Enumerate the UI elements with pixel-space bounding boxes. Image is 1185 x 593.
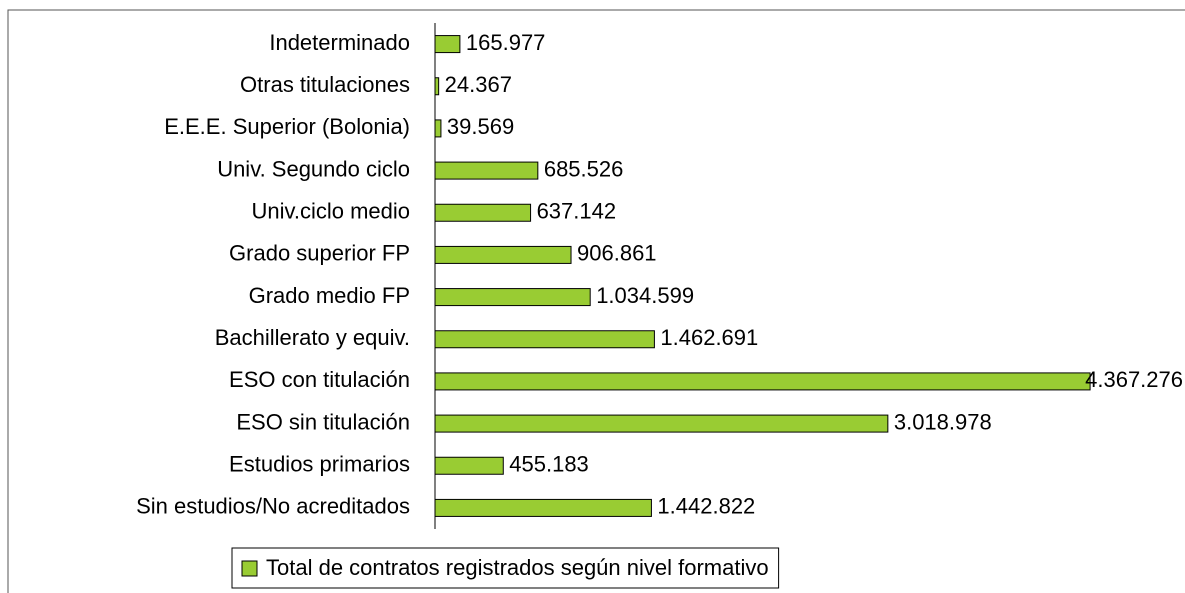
value-label: 1.442.822 — [657, 494, 755, 519]
value-label: 165.977 — [466, 30, 546, 55]
legend-box — [231, 547, 780, 589]
category-label: Estudios primarios — [229, 452, 410, 477]
value-label: 455.183 — [509, 452, 589, 477]
value-label: 3.018.978 — [894, 409, 992, 434]
value-label: 906.861 — [577, 241, 657, 266]
bar — [434, 456, 504, 475]
bar — [434, 372, 1091, 391]
category-label: E.E.E. Superior (Bolonia) — [164, 114, 410, 139]
bar — [434, 288, 591, 307]
bar — [434, 498, 652, 517]
bar — [434, 414, 889, 433]
value-label: 4.367.276 — [1085, 367, 1183, 392]
category-label: Sin estudios/No acreditados — [136, 494, 410, 519]
bar — [434, 203, 532, 222]
category-label: ESO con titulación — [229, 367, 410, 392]
category-label: Univ. Segundo ciclo — [217, 156, 410, 181]
value-label: 685.526 — [544, 156, 624, 181]
value-label: 1.034.599 — [596, 283, 694, 308]
legend-label: Total de contratos registrados según niv… — [266, 555, 769, 580]
category-label: ESO sin titulación — [236, 409, 410, 434]
bar — [434, 161, 539, 180]
bar — [434, 77, 440, 96]
value-label: 39.569 — [447, 114, 514, 139]
value-label: 1.462.691 — [660, 325, 758, 350]
bar — [434, 35, 461, 54]
category-label: Otras titulaciones — [240, 72, 410, 97]
category-label: Grado medio FP — [249, 283, 410, 308]
value-label: 637.142 — [537, 199, 617, 224]
chart-frame — [7, 9, 1185, 593]
category-label: Grado superior FP — [229, 241, 410, 266]
legend-swatch — [241, 560, 258, 577]
bar — [434, 245, 572, 264]
value-label: 24.367 — [445, 72, 512, 97]
category-label: Bachillerato y equiv. — [215, 325, 410, 350]
category-label: Indeterminado — [269, 30, 410, 55]
bar — [434, 119, 442, 138]
category-label: Univ.ciclo medio — [251, 199, 410, 224]
bar — [434, 330, 655, 349]
